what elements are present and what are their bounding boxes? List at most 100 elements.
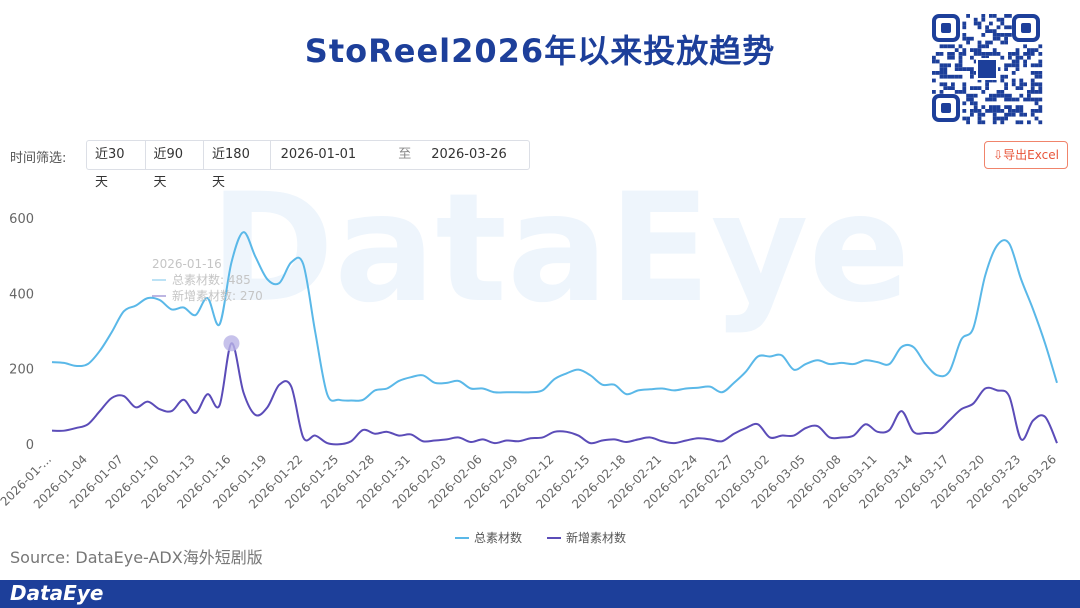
export-button[interactable]: ⇩导出Excel [984,141,1068,169]
qr-module [970,93,974,98]
qr-module [1011,112,1016,117]
qr-module [962,116,967,121]
qr-module [1034,116,1039,121]
qr-module [966,97,970,102]
qr-module [1019,82,1024,87]
qr-module [992,109,997,113]
qr-module [992,33,997,37]
qr-module [947,74,951,79]
qr-module [981,17,986,22]
qr-module [1015,52,1020,56]
qr-module [1023,59,1027,64]
qr-module [996,17,1001,22]
qr-module [970,55,974,60]
y-tick-label: 600 [9,212,34,227]
preset-button[interactable]: 近90天 [146,141,205,190]
qr-module [1004,67,1008,71]
qr-module [935,59,940,64]
qr-module [1023,82,1027,87]
qr-module [1000,93,1005,98]
qr-module [1027,52,1031,56]
qr-module [1034,82,1039,87]
qr-module [996,90,1001,94]
qr-module [970,71,974,75]
qr-module [1019,86,1024,90]
qr-module [932,59,936,64]
qr-module [951,55,955,60]
qr-module [989,109,993,113]
qr-module [1038,52,1043,56]
qr-module [1034,90,1039,94]
qr-module [966,36,970,41]
qr-module [985,25,989,30]
qr-module [1030,86,1035,90]
qr-module [1030,97,1035,102]
qr-module [981,14,986,18]
qr-module [958,59,963,64]
qr-module [1004,112,1008,117]
qr-module [1008,97,1012,102]
qr-module [1000,78,1005,83]
filter-box: 近30天 近90天 近180天 2026-01-01 至 2026-03-26 [86,140,530,190]
qr-module [1023,52,1027,56]
qr-module [1023,97,1027,102]
qr-module [962,25,967,30]
qr-module [1004,40,1008,45]
qr-module [981,112,986,117]
qr-module [951,52,955,56]
qr-code [932,14,1043,125]
qr-module [966,14,970,18]
qr-module [939,52,944,56]
qr-module [962,101,967,106]
qr-finder [941,23,951,33]
qr-module [1019,109,1024,113]
preset-button[interactable]: 近180天 [204,141,271,190]
qr-module [1000,21,1005,26]
qr-module [1004,14,1008,18]
qr-module [1034,71,1039,75]
qr-module [981,33,986,37]
qr-module [1015,97,1020,102]
qr-module [939,74,944,79]
footer-bar [0,580,1080,608]
qr-module [1004,36,1008,41]
qr-module [1015,67,1020,71]
qr-module [1034,63,1039,68]
qr-module [1000,109,1005,113]
qr-module [985,97,989,102]
qr-module [1027,97,1031,102]
qr-module [989,40,993,45]
qr-module [1023,44,1027,49]
qr-module [989,21,993,26]
qr-module [1038,74,1043,79]
qr-module [996,105,1001,109]
preset-button[interactable]: 近30天 [87,141,146,190]
qr-module [992,120,997,125]
qr-module [1030,63,1035,68]
qr-module [962,90,967,94]
qr-module [966,93,970,98]
qr-module [939,63,944,68]
qr-module [1038,82,1043,87]
qr-module [1030,48,1035,52]
qr-module [970,36,974,41]
qr-module [973,86,978,90]
qr-module [962,21,967,26]
qr-module [1000,90,1005,94]
start-date[interactable]: 2026-01-01 [280,147,357,162]
qr-module [985,29,989,33]
qr-module [989,52,993,56]
export-label[interactable]: 导出Excel [1003,148,1059,162]
qr-module [958,67,963,71]
qr-module [951,82,955,87]
qr-module [989,14,993,18]
qr-module [939,71,944,75]
end-date[interactable]: 2026-03-26 [431,147,507,162]
qr-module [996,25,1001,30]
qr-module [973,52,978,56]
qr-module [932,71,936,75]
qr-module [1000,120,1005,125]
qr-module [1008,14,1012,18]
qr-module [996,52,1001,56]
